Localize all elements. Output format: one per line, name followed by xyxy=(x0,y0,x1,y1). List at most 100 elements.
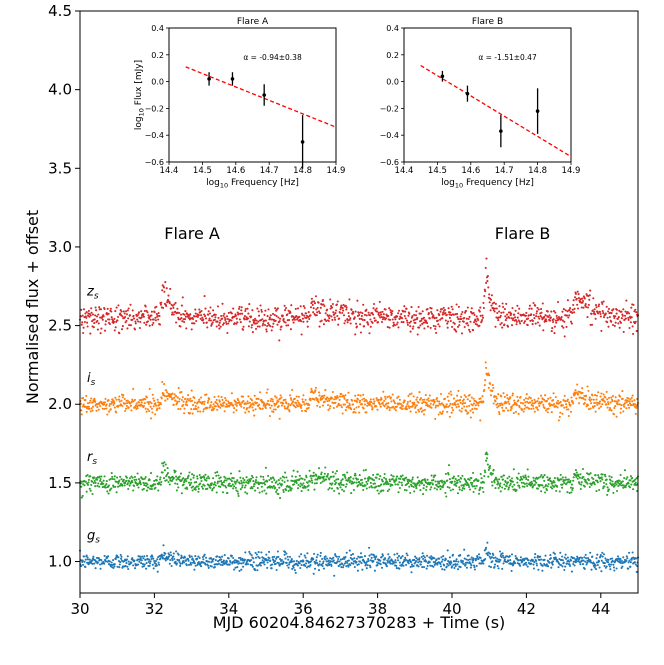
data-point xyxy=(158,478,162,481)
data-point xyxy=(540,311,543,314)
data-point xyxy=(221,564,224,567)
data-point xyxy=(140,310,143,313)
data-point xyxy=(103,407,106,410)
data-point xyxy=(325,478,328,481)
data-point xyxy=(148,564,151,567)
data-point xyxy=(365,400,368,403)
data-point xyxy=(475,484,478,487)
data-point xyxy=(240,306,243,309)
data-point xyxy=(475,315,478,318)
data-point xyxy=(358,480,361,484)
data-point xyxy=(332,311,335,314)
data-point xyxy=(236,321,239,324)
data-point xyxy=(473,485,476,488)
data-point xyxy=(142,565,145,568)
data-point xyxy=(297,401,300,404)
data-point xyxy=(248,320,251,323)
data-point xyxy=(598,407,601,410)
data-point xyxy=(525,478,528,481)
data-point xyxy=(305,476,308,479)
data-point xyxy=(225,399,228,402)
data-point xyxy=(493,307,497,310)
data-point xyxy=(446,410,449,413)
data-point xyxy=(358,317,361,320)
data-point xyxy=(429,326,432,329)
data-point xyxy=(260,485,263,488)
data-point xyxy=(577,293,580,296)
data-point xyxy=(425,567,428,570)
data-point xyxy=(615,415,618,418)
data-point xyxy=(143,321,146,324)
data-point xyxy=(164,559,167,562)
data-point xyxy=(326,308,329,311)
data-point xyxy=(188,314,191,317)
data-point xyxy=(579,563,582,566)
data-point xyxy=(403,305,406,308)
data-point xyxy=(460,395,463,399)
data-point xyxy=(136,407,139,410)
data-point xyxy=(630,558,633,561)
data-point xyxy=(410,571,413,574)
data-point xyxy=(506,313,509,316)
data-point xyxy=(581,391,584,394)
data-point xyxy=(398,481,401,484)
data-point xyxy=(189,397,192,400)
data-point xyxy=(284,309,287,312)
data-point xyxy=(570,322,573,325)
data-point xyxy=(334,401,337,404)
data-point xyxy=(423,327,426,330)
data-point xyxy=(536,487,539,490)
data-point xyxy=(300,483,304,487)
data-point xyxy=(178,400,181,403)
data-point xyxy=(421,310,424,313)
data-point xyxy=(588,294,591,297)
data-point xyxy=(393,402,397,405)
data-point xyxy=(577,392,580,395)
data-point xyxy=(514,316,517,319)
data-point xyxy=(121,396,124,399)
data-point xyxy=(619,407,623,410)
data-point xyxy=(484,557,487,561)
data-point xyxy=(632,303,635,306)
data-point xyxy=(456,492,460,495)
data-point xyxy=(126,399,129,402)
data-point xyxy=(527,314,531,317)
data-point xyxy=(467,317,470,321)
data-point xyxy=(494,395,497,398)
data-point xyxy=(94,400,97,403)
data-point xyxy=(573,307,576,310)
data-point xyxy=(410,480,413,484)
data-point xyxy=(322,567,325,570)
data-point xyxy=(460,410,463,413)
data-point xyxy=(298,478,301,481)
data-point xyxy=(551,563,554,566)
data-point xyxy=(126,309,129,312)
data-point xyxy=(358,411,361,414)
data-point xyxy=(421,478,424,482)
data-point xyxy=(495,478,498,481)
data-point xyxy=(336,300,339,303)
data-point xyxy=(199,410,202,413)
data-point xyxy=(112,566,115,569)
data-point xyxy=(326,557,329,560)
data-point xyxy=(211,560,214,563)
data-point xyxy=(464,395,468,398)
data-point xyxy=(635,477,638,480)
data-point xyxy=(435,331,438,334)
data-point xyxy=(546,411,549,414)
data-point xyxy=(605,390,608,393)
data-point xyxy=(378,484,381,487)
data-point xyxy=(444,558,447,561)
data-point xyxy=(271,318,274,321)
data-point xyxy=(559,551,562,554)
data-point xyxy=(392,475,395,478)
data-point xyxy=(289,311,292,314)
data-point xyxy=(86,473,89,477)
data-point xyxy=(255,322,258,325)
data-point xyxy=(584,398,587,401)
data-point xyxy=(280,404,283,407)
data-point xyxy=(619,483,622,486)
data-point xyxy=(206,401,209,404)
data-point xyxy=(279,317,282,320)
data-point xyxy=(562,326,565,329)
